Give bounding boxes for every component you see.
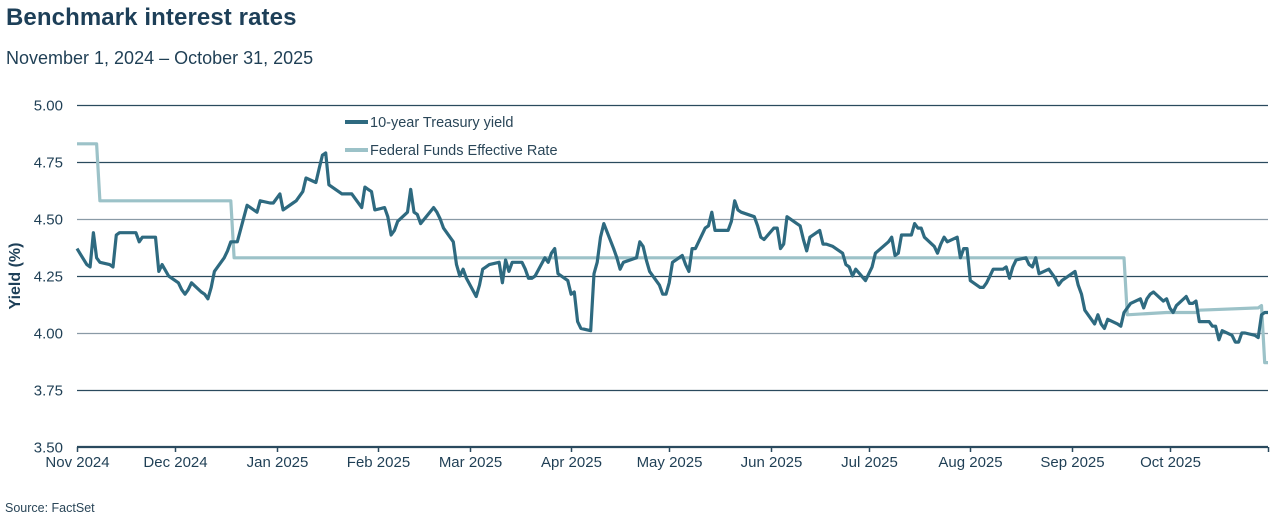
source-note: Source: FactSet <box>5 501 95 515</box>
x-tick-label: Dec 2024 <box>143 454 207 471</box>
x-tick-label: May 2025 <box>637 454 703 471</box>
x-tick-label: Mar 2025 <box>439 454 502 471</box>
chart-title: Benchmark interest rates <box>6 4 297 31</box>
y-tick-label: 4.00 <box>34 326 63 343</box>
series-lines <box>75 142 1268 365</box>
gridlines <box>77 104 1268 392</box>
y-axis-title: Yield (%) <box>7 243 24 310</box>
x-axis: Nov 2024 Dec 2024 Jan 2025 Feb 2025 Mar 2025… <box>45 445 1270 471</box>
legend-label-fed-funds: Federal Funds Effective Rate <box>370 143 558 159</box>
x-tick-label: Aug 2025 <box>938 454 1002 471</box>
x-tick-label: Apr 2025 <box>541 454 602 471</box>
legend: 10-year Treasury yield Federal Funds Eff… <box>345 115 558 159</box>
y-tick-label: 3.50 <box>34 440 63 457</box>
x-tick-label: Jun 2025 <box>741 454 803 471</box>
x-tick-label: Sep 2025 <box>1040 454 1104 471</box>
y-tick-label: 4.25 <box>34 269 63 286</box>
chart-subtitle: November 1, 2024 – October 31, 2025 <box>6 48 314 68</box>
series-line-treasury-yield <box>75 151 1268 344</box>
y-axis-ticks: 3.50 3.75 4.00 4.25 4.50 4.75 5.00 <box>34 98 63 457</box>
x-tick-label: Feb 2025 <box>347 454 410 471</box>
x-tick-label: Nov 2024 <box>45 454 109 471</box>
x-tick-label: Oct 2025 <box>1140 454 1201 471</box>
x-tick-label: Jan 2025 <box>247 454 309 471</box>
series-line-fed-funds-rate <box>77 142 1268 365</box>
y-tick-label: 4.75 <box>34 155 63 172</box>
legend-label-treasury: 10-year Treasury yield <box>370 115 513 131</box>
x-tick-label: Jul 2025 <box>841 454 898 471</box>
y-tick-label: 3.75 <box>34 383 63 400</box>
y-tick-label: 5.00 <box>34 98 63 115</box>
y-tick-label: 4.50 <box>34 212 63 229</box>
